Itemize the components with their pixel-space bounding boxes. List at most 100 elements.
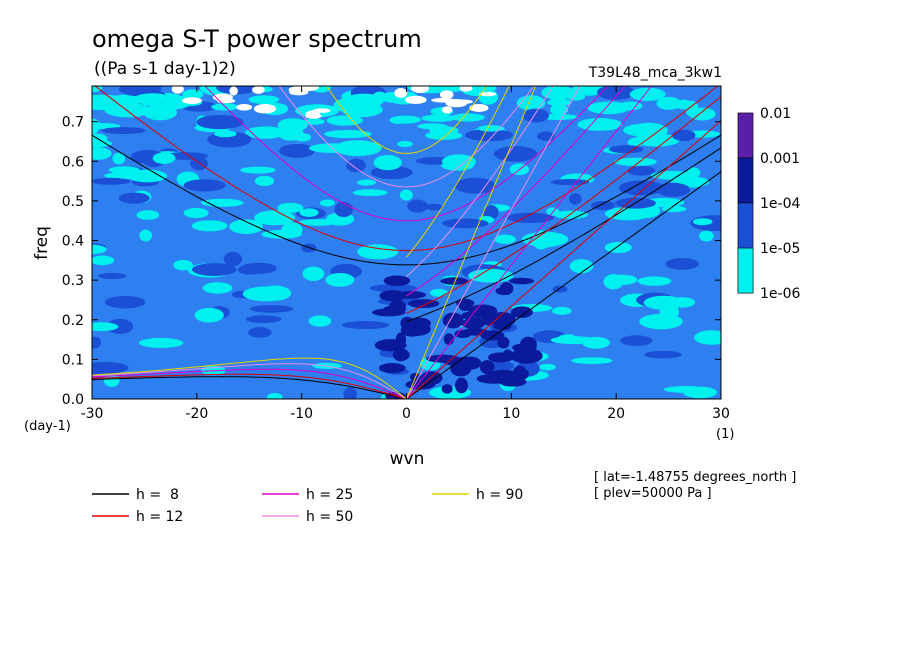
contour-patch [688,107,716,121]
contour-patch [277,202,304,213]
contour-patch [341,321,390,330]
contour-patch [407,199,428,213]
y-tick-label: 0.6 [62,154,84,170]
contour-patch-strong [426,354,460,363]
contour-patch [92,101,121,111]
contour-patch [569,259,594,274]
dispersion-curve [406,86,581,399]
contour-patch [139,229,153,242]
contour-patch [397,140,413,148]
contour-patch [183,207,209,219]
contour-patch [672,129,696,142]
legend: h = 8 h = 12 h = 25 h = 50 h = 90 [92,487,523,525]
contour-patch [261,229,302,239]
contour-patch [278,126,304,141]
contour-patch [571,357,613,365]
contour-patch [323,129,372,139]
legend-label: h = 50 [306,509,353,525]
contour-patch [92,336,101,349]
contour-patch [429,288,449,297]
contour-patch [694,330,721,345]
x-tick-label: 20 [607,406,625,422]
contour-patch-low [479,92,497,97]
colorbar-label: 1e-05 [760,241,800,257]
contour-patch [441,218,489,229]
contour-patch [569,193,582,205]
y-tick-label: 0.2 [62,313,84,329]
contour-patch-low [252,86,265,94]
contour-patch [424,86,470,93]
contour-patch [417,123,448,130]
contour-patch [674,99,693,110]
contour-patch [357,244,399,260]
contour-patch [590,200,616,211]
colorbar-segment [737,112,754,159]
contour-patch [587,101,630,115]
dispersion-curve [406,86,510,258]
y-tick-label: 0.7 [62,115,84,131]
contour-patch-strong [458,356,482,370]
contour-patch [103,373,120,387]
contour-patch-strong [383,275,411,287]
contour-patch [620,335,653,346]
contour-patch [249,305,294,313]
legend-label: h = 90 [476,487,523,503]
legend-label: h = 25 [306,487,353,503]
contour-patch [656,182,691,197]
contour-patch-low [171,86,184,94]
contour-patch [454,177,496,194]
contour-patch [604,206,652,221]
contour-patch-low [411,86,430,94]
contour-patch [629,87,666,101]
contour-patch [266,392,283,399]
x-tick-label: 30 [712,406,730,422]
chart-subtitle: ((Pa s-1 day-1)2) [94,59,236,79]
x-tick-label: -30 [81,406,104,422]
contour-patch [279,143,316,158]
contour-patch [477,125,505,132]
contour-patch-strong [392,348,410,361]
contour-patch [134,93,171,104]
contour-patch [326,115,364,126]
dispersion-curve [94,86,719,252]
chart-title: omega S-T power spectrum [92,25,422,53]
contour-patch-strong [378,362,406,374]
contour-patch-strong [479,360,495,375]
contour-patch [334,201,353,218]
contour-patch [258,285,292,301]
contour-patch-strong [454,377,469,394]
dispersion-curve [92,376,407,399]
dispersion-curve [278,86,535,188]
y-axis-label: freq [32,226,52,260]
contour-patch [191,220,228,232]
contour-patch [665,258,699,270]
contour-patch [538,363,556,371]
contour-patch [213,130,237,138]
contour-patch [608,145,644,154]
contour-patch-low [216,98,236,104]
contour-patch [92,177,131,185]
contour-patch [92,255,115,266]
contour-patch-low [236,104,253,111]
contour-patch [614,157,657,167]
dispersion-curve [406,86,653,399]
contour-patch [298,219,339,226]
contour-patch [248,95,280,105]
contour-patch [245,315,282,323]
dispersion-curve [406,86,554,277]
x-ticks: -30 -20 -10 0 10 20 30 [81,86,730,422]
contour-patch [630,122,668,139]
dispersion-curve [406,147,721,323]
contour-patch [182,89,204,100]
contour-patch-strong [509,277,535,285]
dispersion-curve [325,86,488,154]
contour-patch-low [451,99,473,105]
contour-patch [465,128,514,142]
contour-patch-strong [388,299,407,316]
contour-patch [373,154,402,171]
contour-patch [554,210,588,219]
contour-patch [127,169,168,183]
contour-patch [202,282,233,294]
x-unit-label: (1) [716,427,734,442]
